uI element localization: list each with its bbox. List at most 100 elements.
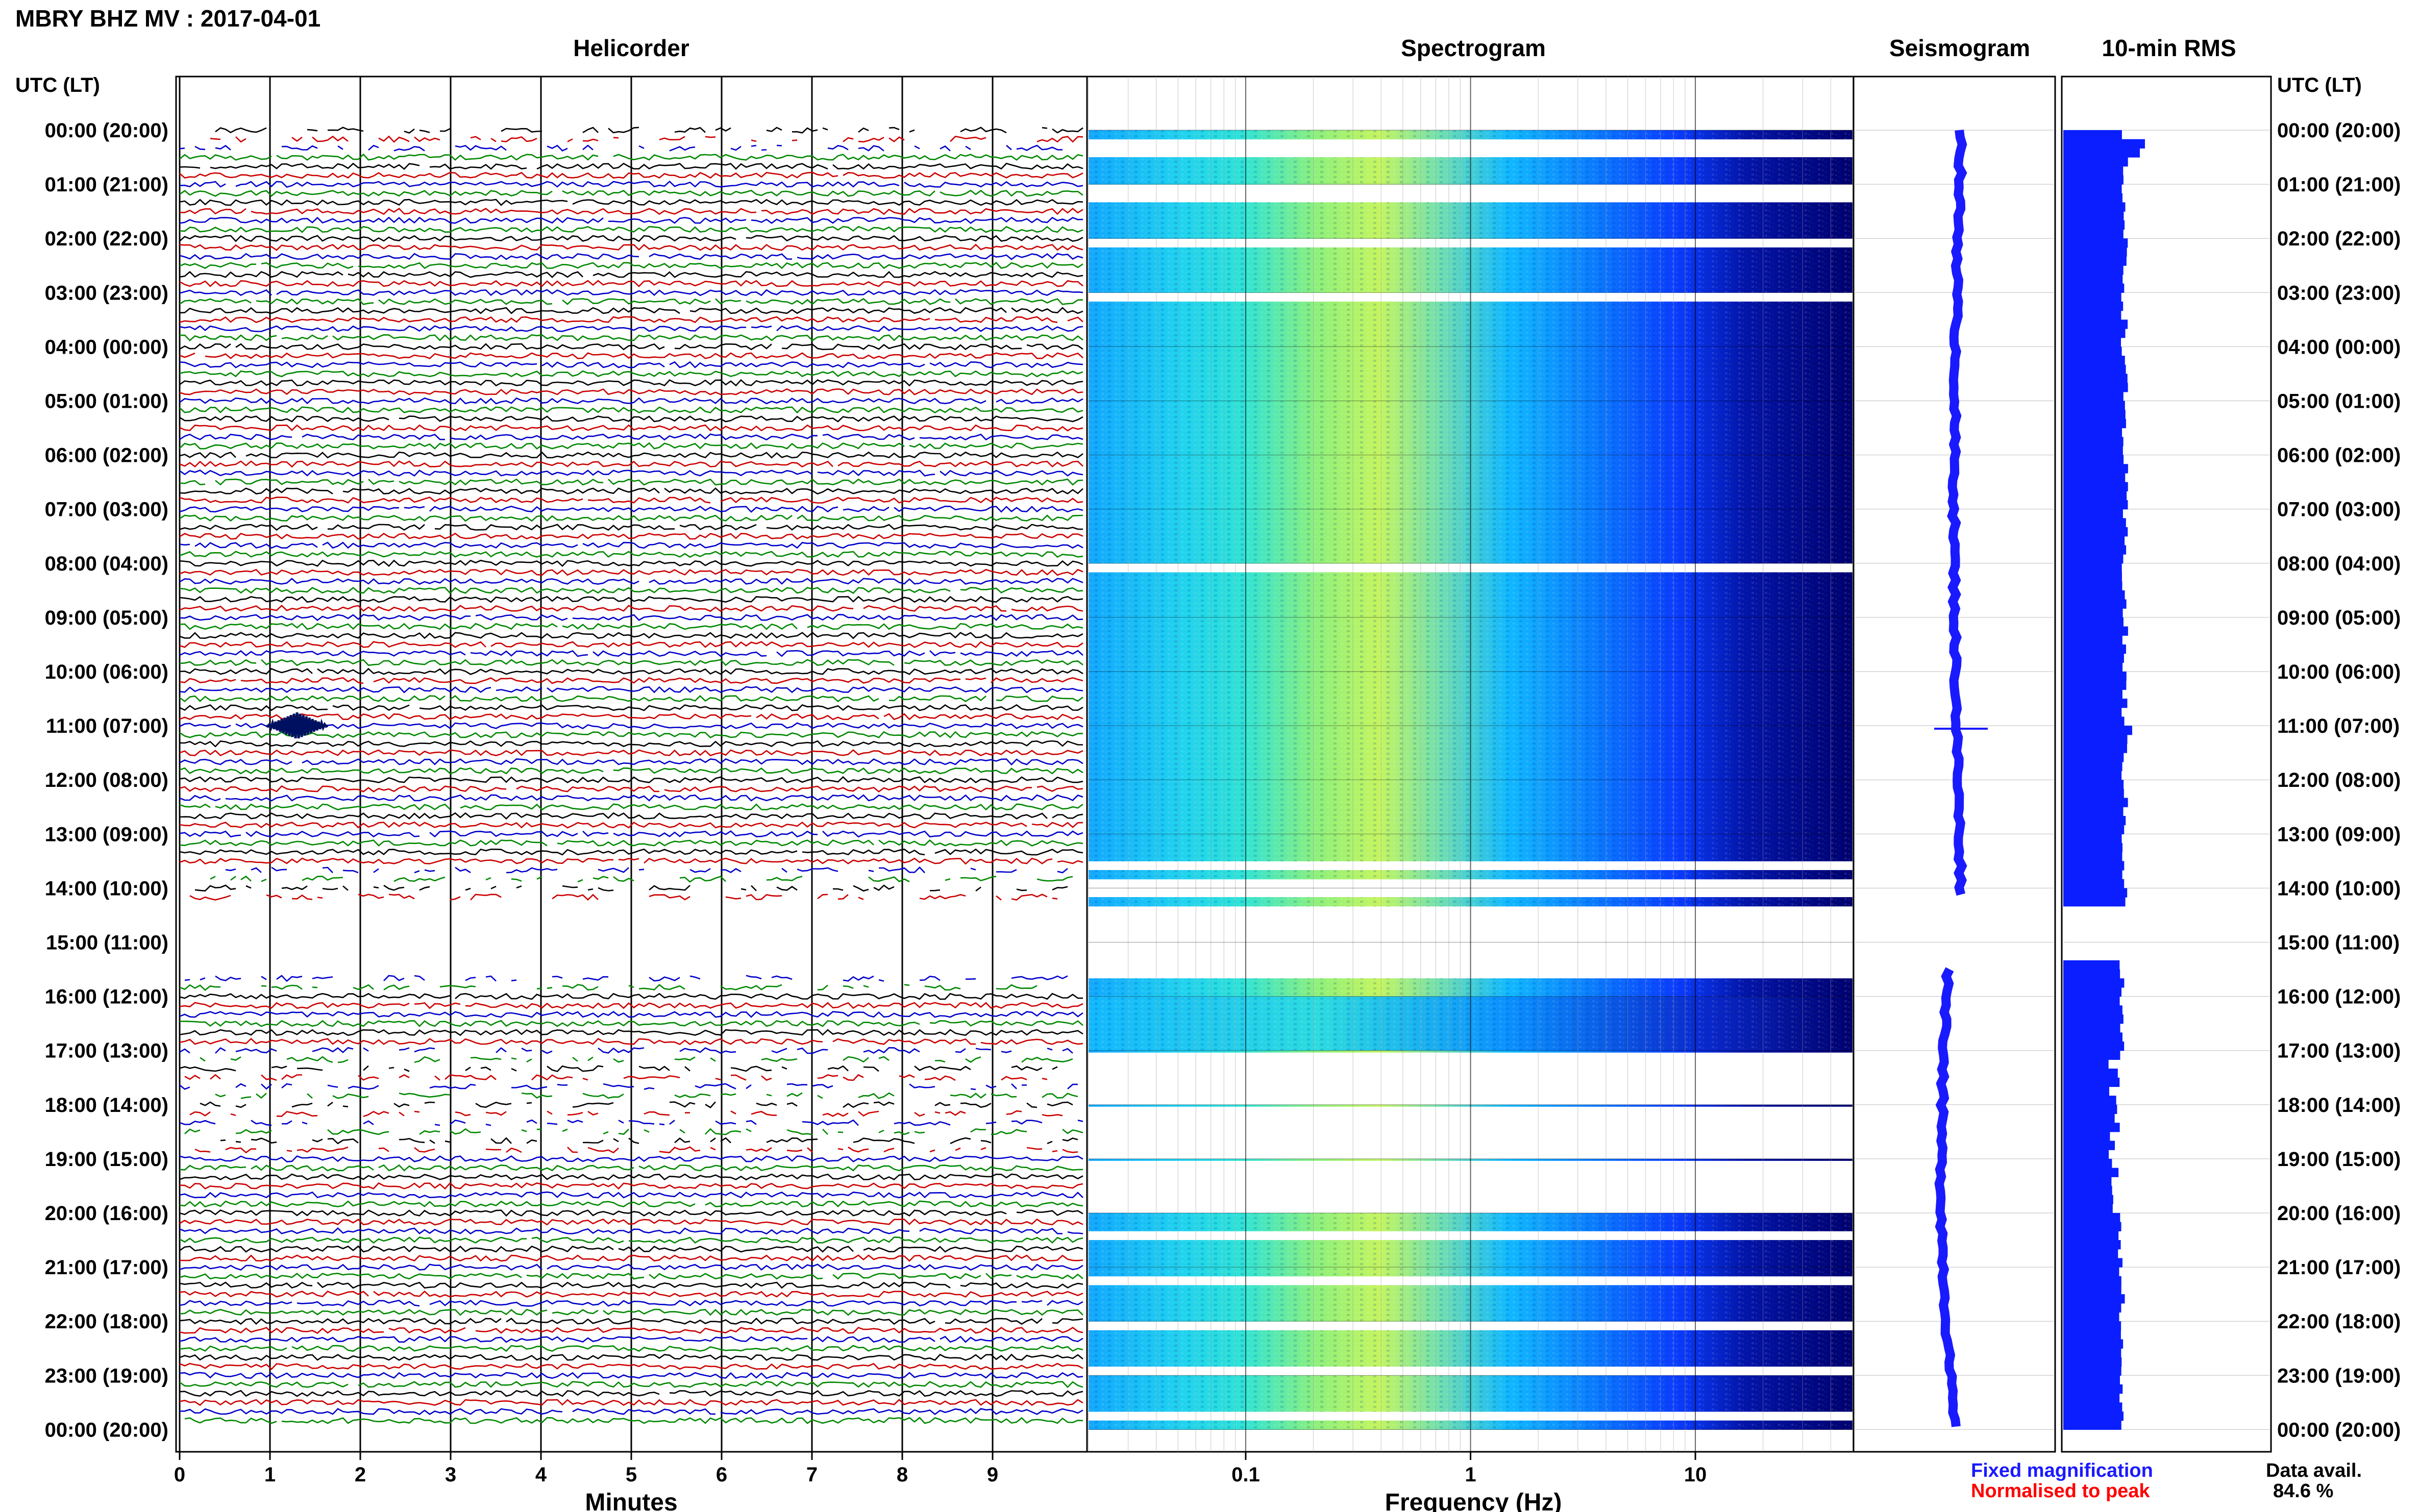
hour-label-left: 01:00 (21:00) <box>45 173 168 196</box>
rms-bar <box>2063 500 2128 510</box>
rms-bar <box>2063 870 2122 880</box>
helicorder-trace-line <box>179 433 1083 441</box>
rms-bar <box>2063 445 2123 456</box>
rms-bar <box>2063 1158 2112 1169</box>
helicorder-trace-line <box>179 1353 1083 1361</box>
helicorder-trace-line <box>179 1372 1083 1379</box>
rms-bar <box>2063 726 2132 735</box>
helicorder-trace-line <box>179 1327 1083 1334</box>
rms-bar <box>2063 960 2120 970</box>
helicorder-trace-line <box>179 659 1083 666</box>
helicorder-trace-line <box>179 208 1083 215</box>
rms-bar <box>2063 130 2122 140</box>
helicorder-trace-line <box>179 767 1083 775</box>
rms-bar <box>2063 798 2128 807</box>
helicorder-trace-line <box>179 559 1083 567</box>
helicorder-trace-line <box>179 388 1083 395</box>
hour-label-right: 18:00 (14:00) <box>2277 1094 2401 1117</box>
seismogram-trace-evening <box>1934 967 1961 1427</box>
rms-bar <box>2063 554 2124 564</box>
helicorder-trace-line <box>179 1290 1083 1298</box>
rms-bar <box>2063 418 2126 429</box>
hour-label-right: 03:00 (23:00) <box>2277 282 2401 304</box>
helicorder-trace-line <box>179 605 1083 612</box>
rms-bar <box>2063 1222 2121 1231</box>
rms-bar <box>2063 825 2125 834</box>
spectrogram-x-ticks: 0.1 1 10 <box>1231 1452 1707 1486</box>
helicorder-trace-line <box>179 1273 1083 1280</box>
utc-axis-label-right: UTC (LT) <box>2277 74 2362 96</box>
rms-bar <box>2063 1204 2113 1213</box>
rms-bar <box>2063 283 2125 293</box>
hour-labels-left: 00:00 (20:00) 01:00 (21:00) 02:00 (22:00) 0… <box>45 119 168 1441</box>
helicorder-trace-line <box>179 686 1083 693</box>
helicorder-trace-line <box>179 596 1083 603</box>
hour-label-right: 00:00 (20:00) <box>2277 119 2401 142</box>
rms-bar <box>2063 1240 2121 1250</box>
hour-label-left: 05:00 (01:00) <box>45 390 168 413</box>
rms-bar <box>2063 842 2122 853</box>
helicorder-trace-line <box>179 1218 1083 1226</box>
rms-bar <box>2063 699 2128 708</box>
rms-bar <box>2063 1131 2110 1142</box>
rms-bar <box>2063 852 2122 861</box>
rms-bar <box>2063 364 2126 375</box>
rms-panel <box>2061 76 2272 1453</box>
rms-bar <box>2063 888 2128 898</box>
rms-bar <box>2063 139 2145 148</box>
rms-bar <box>2063 1330 2121 1340</box>
rms-bar <box>2063 1014 2124 1024</box>
helicorder-trace-line <box>179 289 1083 296</box>
helicorder-trace-line <box>179 1335 1083 1343</box>
rms-bar <box>2063 608 2123 618</box>
helicorder-trace-line <box>179 650 1083 657</box>
helicorder-trace-line <box>179 821 1083 829</box>
helicorder-trace-line <box>179 1345 1083 1352</box>
hour-label-left: 23:00 (19:00) <box>45 1365 168 1387</box>
rms-bar <box>2063 1312 2119 1322</box>
helicorder-trace-line <box>179 677 1083 684</box>
helicorder-trace-line <box>179 243 1083 251</box>
helicorder-trace-line <box>184 1128 1083 1135</box>
helicorder-trace-line <box>179 1065 1058 1073</box>
hour-label-right: 07:00 (03:00) <box>2277 499 2401 521</box>
hour-label-right: 14:00 (10:00) <box>2277 877 2401 900</box>
helicorder-trace-line <box>179 812 1083 820</box>
rms-bar <box>2063 1348 2121 1358</box>
helicorder-trace-line <box>179 532 1083 540</box>
seismogram-trace-day <box>1947 129 1967 896</box>
rms-bar <box>2063 861 2125 871</box>
helicorder-trace-line <box>179 1020 1083 1027</box>
rms-bar <box>2063 1150 2109 1159</box>
helicorder-trace-line <box>189 894 1058 901</box>
rms-bar <box>2063 527 2128 537</box>
helicorder-trace-line <box>179 578 1083 585</box>
rms-bar <box>2063 410 2126 419</box>
helicorder-trace-line <box>179 776 1083 783</box>
rms-bar <box>2063 229 2124 239</box>
helicorder-trace-line <box>184 1417 1083 1424</box>
helicorder-trace-line <box>179 424 1083 432</box>
hour-label-right: 11:00 (07:00) <box>2277 715 2400 737</box>
rms-bar <box>2063 1321 2121 1331</box>
rms-bar <box>2063 1104 2117 1114</box>
helicorder-trace-line <box>179 1200 1083 1208</box>
helicorder-trace-line <box>179 352 1083 360</box>
rms-bar <box>2063 356 2125 365</box>
helicorder-trace-line <box>179 1173 1083 1181</box>
rms-bar <box>2063 599 2127 609</box>
rms-bar <box>2063 256 2127 266</box>
rms-bar <box>2063 1077 2120 1087</box>
rms-bar <box>2063 1402 2122 1412</box>
rms-bar <box>2063 383 2128 392</box>
data-avail-value: 84.6 % <box>2273 1480 2333 1502</box>
rms-bar <box>2063 1096 2116 1105</box>
rms-bar <box>2063 247 2127 257</box>
helicorder-trace-line <box>179 848 1083 856</box>
helicorder-trace-line <box>179 613 1083 622</box>
helicorder-trace-line <box>179 226 1083 233</box>
rms-bar <box>2063 771 2122 780</box>
rms-bar <box>2063 1285 2121 1295</box>
helicorder-trace-line <box>179 667 1083 675</box>
hour-label-left: 10:00 (06:00) <box>45 661 168 683</box>
